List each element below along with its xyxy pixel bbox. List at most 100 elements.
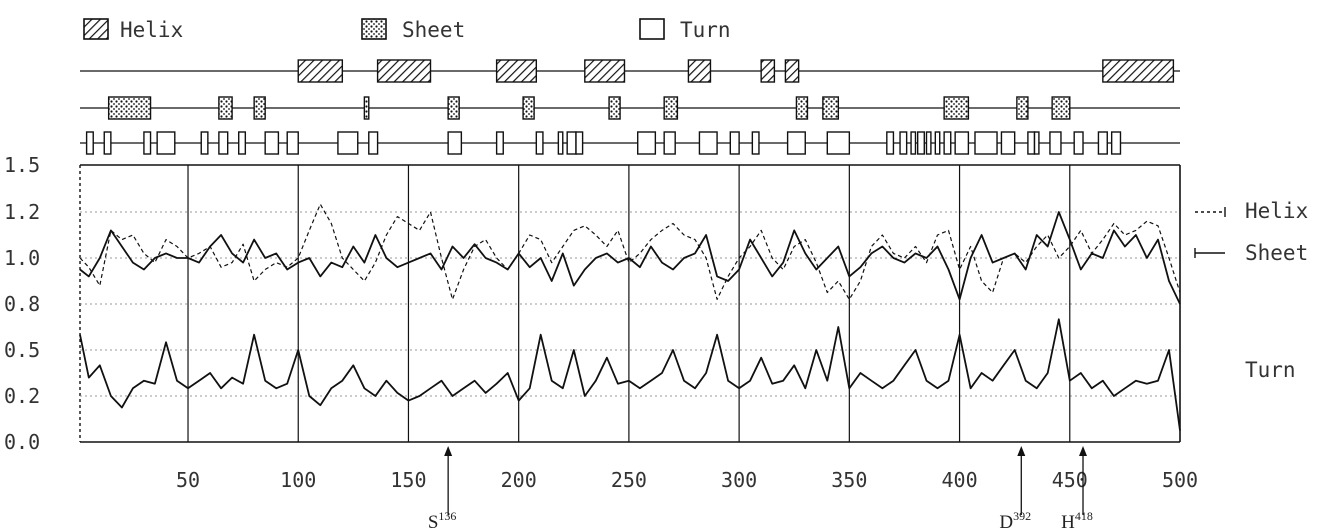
turn-segment — [934, 131, 941, 155]
structure-tracks — [80, 59, 1180, 155]
right-legend-helix: Helix — [1195, 199, 1308, 223]
turn-segment — [143, 131, 152, 155]
legend-turn-label: Turn — [680, 18, 731, 42]
helix-legend-swatch — [83, 18, 109, 40]
legend-sheet-label: Sheet — [402, 18, 465, 42]
turn-segment — [156, 131, 176, 155]
x-tick-label: 100 — [280, 468, 316, 492]
site-markers: S136 D392 H418 — [428, 446, 1093, 529]
right-legend: Helix Sheet Turn — [1194, 199, 1308, 382]
right-label-helix: Helix — [1245, 199, 1308, 223]
turn-segment — [286, 131, 299, 155]
right-label-turn: Turn — [1245, 358, 1296, 382]
turn-segment — [899, 131, 908, 155]
y-tick-labels: 0.0 0.2 0.5 0.8 1.0 1.2 1.5 — [4, 153, 40, 454]
site-marker: H418 — [1061, 446, 1093, 529]
turn-segment — [1027, 131, 1036, 155]
turn-segment — [943, 131, 952, 155]
right-label-sheet: Sheet — [1245, 241, 1308, 265]
turn-segment — [103, 131, 112, 155]
turn-segment — [916, 131, 925, 155]
helix-segment — [297, 59, 344, 83]
y-tick-label: 1.5 — [4, 153, 40, 177]
sheet-segment — [943, 96, 970, 120]
legend-helix-label: Helix — [120, 18, 183, 42]
turn-segment — [1097, 131, 1108, 155]
sheet-segment — [1016, 96, 1029, 120]
legend: Helix Sheet Turn — [83, 18, 731, 42]
x-tick-label: 300 — [721, 468, 757, 492]
helix-segment — [376, 59, 432, 83]
y-tick-label: 1.0 — [4, 246, 40, 270]
sheet-segment — [107, 96, 152, 120]
sheet-segment — [1051, 96, 1071, 120]
helix-segment — [584, 59, 626, 83]
x-tick-label: 500 — [1162, 468, 1198, 492]
sheet-segment — [663, 96, 679, 120]
site-label: S136 — [428, 509, 457, 529]
turn-segment — [663, 131, 676, 155]
site-marker: S136 — [428, 446, 457, 529]
turn-segment — [264, 131, 280, 155]
sheet-segment — [363, 96, 370, 120]
sheet-segment — [795, 96, 809, 120]
turn-segment — [238, 131, 247, 155]
y-tick-label: 1.2 — [4, 200, 40, 224]
x-tick-label: 400 — [941, 468, 977, 492]
helix-segment — [784, 59, 800, 83]
helix-segment — [687, 59, 712, 83]
sheet-segment — [218, 96, 233, 120]
x-tick-labels: 50 100 150 200 250 300 350 400 450 500 — [176, 468, 1198, 492]
site-arrow-head — [444, 446, 453, 456]
turn-segment — [337, 131, 359, 155]
helix-segment — [760, 59, 776, 83]
x-tick-label: 50 — [176, 468, 200, 492]
x-tick-label: 150 — [390, 468, 426, 492]
series-sheet — [79, 211, 1181, 305]
sheet-legend-swatch — [361, 18, 387, 40]
gridlines — [80, 165, 1180, 442]
series-helix — [79, 203, 1181, 300]
turn-segment — [698, 131, 718, 155]
legend-helix: Helix — [83, 18, 183, 42]
turn-segment — [974, 131, 998, 155]
sheet-segment — [447, 96, 460, 120]
turn-segment — [886, 131, 895, 155]
series-turn — [79, 318, 1181, 431]
x-tick-label: 450 — [1052, 468, 1088, 492]
turn-segment — [368, 131, 379, 155]
legend-sheet: Sheet — [361, 18, 465, 42]
helix-segment — [495, 59, 538, 83]
turn-segment — [218, 131, 229, 155]
helix-segment — [1102, 59, 1175, 83]
turn-segment — [495, 131, 504, 155]
turn-segment — [1000, 131, 1016, 155]
sheet-segment — [608, 96, 621, 120]
x-tick-label: 200 — [501, 468, 537, 492]
turn-segment — [557, 131, 564, 155]
turn-segment — [1049, 131, 1062, 155]
turn-segment — [535, 131, 544, 155]
turn-segment — [447, 131, 463, 155]
sheet-segment — [522, 96, 535, 120]
site-label: H418 — [1061, 509, 1093, 529]
site-label: D392 — [999, 509, 1031, 529]
turn-segment — [751, 131, 760, 155]
turn-segment — [1110, 131, 1122, 155]
turn-segment — [1073, 131, 1084, 155]
sheet-segment — [253, 96, 266, 120]
site-arrow-head — [1079, 446, 1088, 456]
legend-turn: Turn — [639, 18, 731, 42]
y-tick-label: 0.0 — [4, 430, 40, 454]
turn-segment — [85, 131, 94, 155]
y-tick-label: 0.2 — [4, 384, 40, 408]
turn-segment — [925, 131, 932, 155]
x-tick-label: 250 — [611, 468, 647, 492]
turn-segment — [200, 131, 209, 155]
x-tick-label: 350 — [831, 468, 867, 492]
turn-segment — [1033, 131, 1040, 155]
site-arrow-head — [1017, 446, 1026, 456]
right-legend-sheet: Sheet — [1194, 241, 1308, 265]
turn-segment — [566, 131, 577, 155]
